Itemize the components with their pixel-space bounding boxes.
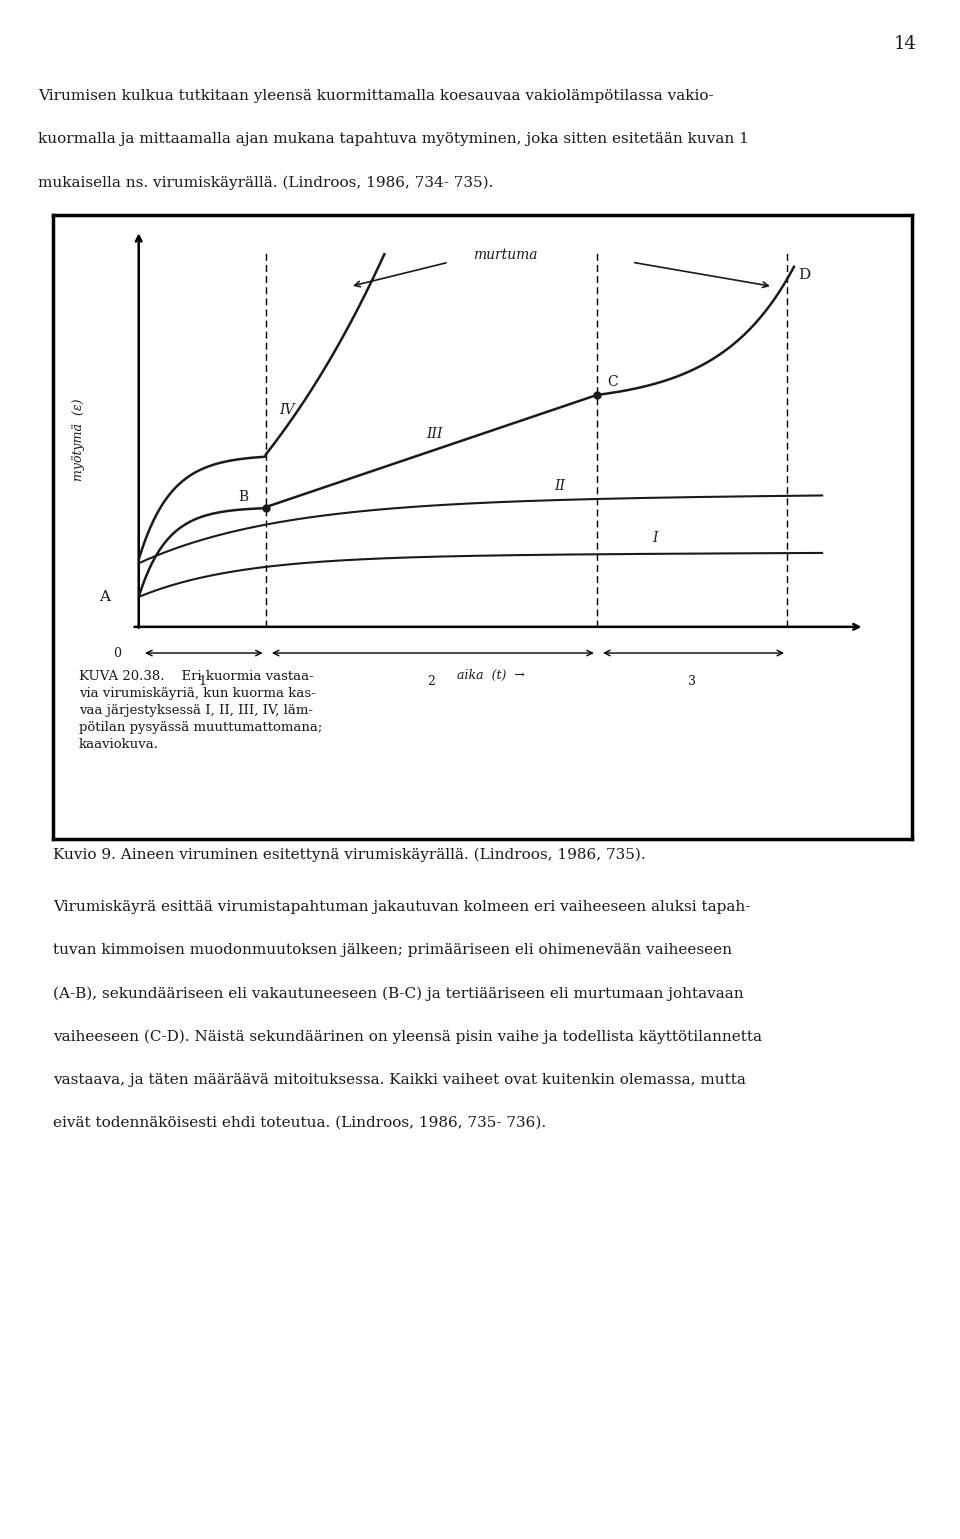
Text: aika  (t)  →: aika (t) → bbox=[457, 669, 525, 682]
Text: III: III bbox=[426, 426, 443, 440]
Text: B: B bbox=[238, 491, 248, 505]
Text: KUVA 20.38.    Eri kuormia vastaa-
via virumiskäyriä, kun kuorma kas-
vaa järjes: KUVA 20.38. Eri kuormia vastaa- via viru… bbox=[79, 671, 322, 751]
Text: 1: 1 bbox=[198, 676, 206, 688]
Text: 0: 0 bbox=[113, 646, 122, 660]
Text: 14: 14 bbox=[894, 35, 917, 54]
Text: kuormalla ja mittaamalla ajan mukana tapahtuva myötyminen, joka sitten esitetään: kuormalla ja mittaamalla ajan mukana tap… bbox=[38, 132, 749, 146]
Text: II: II bbox=[554, 479, 564, 492]
Text: murtuma: murtuma bbox=[473, 248, 538, 262]
Text: Virumiskäyrä esittää virumistapahtuman jakautuvan kolmeen eri vaiheeseen aluksi : Virumiskäyrä esittää virumistapahtuman j… bbox=[53, 900, 750, 914]
Text: myötymä  (ε): myötymä (ε) bbox=[72, 399, 85, 482]
Text: D: D bbox=[799, 268, 810, 282]
Text: IV: IV bbox=[279, 403, 295, 417]
Text: 3: 3 bbox=[687, 676, 696, 688]
Text: A: A bbox=[100, 589, 110, 603]
Text: mukaisella ns. virumiskäyrällä. (Lindroos, 1986, 734- 735).: mukaisella ns. virumiskäyrällä. (Lindroo… bbox=[38, 175, 493, 189]
Text: 2: 2 bbox=[427, 676, 435, 688]
Text: vaiheeseen (C-D). Näistä sekundäärinen on yleensä pisin vaihe ja todellista käyt: vaiheeseen (C-D). Näistä sekundäärinen o… bbox=[53, 1030, 762, 1043]
Text: eivät todennäköisesti ehdi toteutua. (Lindroos, 1986, 735- 736).: eivät todennäköisesti ehdi toteutua. (Li… bbox=[53, 1116, 546, 1130]
Text: tuvan kimmoisen muodonmuutoksen jälkeen; primääriseen eli ohimenevään vaiheeseen: tuvan kimmoisen muodonmuutoksen jälkeen;… bbox=[53, 943, 732, 957]
Text: (A-B), sekundääriseen eli vakautuneeseen (B-C) ja tertiääriseen eli murtumaan jo: (A-B), sekundääriseen eli vakautuneeseen… bbox=[53, 986, 743, 1000]
Text: I: I bbox=[653, 531, 658, 545]
Text: C: C bbox=[608, 376, 618, 389]
Text: Kuvio 9. Aineen viruminen esitettynä virumiskäyrällä. (Lindroos, 1986, 735).: Kuvio 9. Aineen viruminen esitettynä vir… bbox=[53, 848, 645, 862]
Text: vastaava, ja täten määräävä mitoituksessa. Kaikki vaiheet ovat kuitenkin olemass: vastaava, ja täten määräävä mitoituksess… bbox=[53, 1073, 746, 1087]
Text: Virumisen kulkua tutkitaan yleensä kuormittamalla koesauvaa vakiolämpötilassa va: Virumisen kulkua tutkitaan yleensä kuorm… bbox=[38, 89, 714, 103]
